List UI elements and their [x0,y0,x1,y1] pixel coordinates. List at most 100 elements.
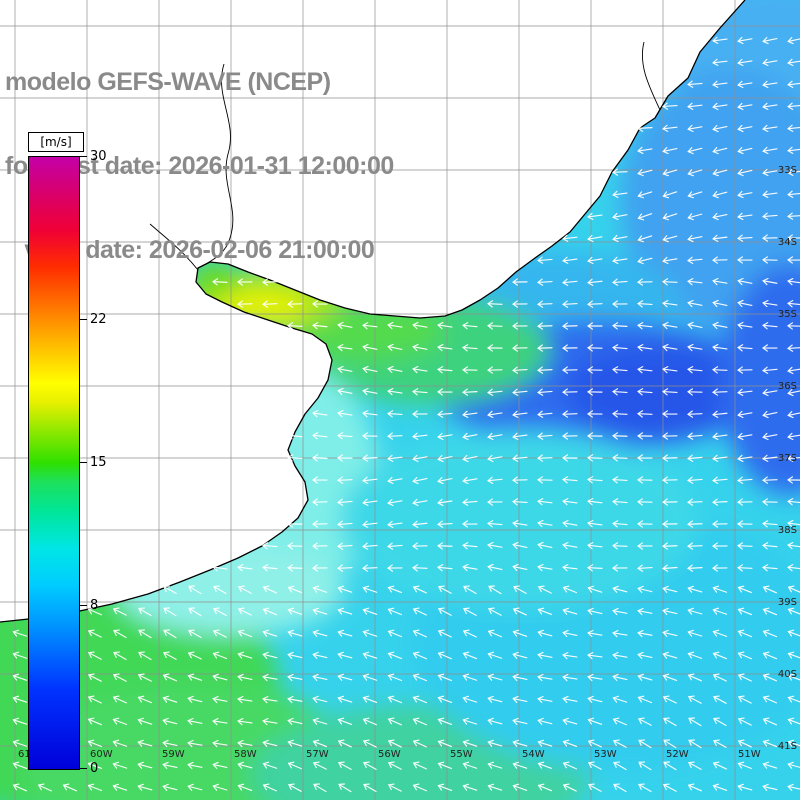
wind-arrow [662,235,678,243]
wind-arrow [412,454,428,463]
wind-arrow [312,454,328,462]
wind-arrow [562,607,578,615]
wind-arrow [737,673,752,682]
wind-arrow [612,410,628,418]
wind-arrow [662,102,678,110]
wind-arrow [113,651,127,661]
wind-arrow [12,651,28,659]
wind-arrow [737,36,753,45]
wind-arrow [412,739,427,748]
wind-arrow [587,432,603,440]
wind-arrow [587,761,602,770]
wind-arrow [687,607,703,615]
wind-arrow [112,695,127,704]
wind-arrow [637,607,653,616]
wind-arrow [87,761,103,770]
wind-arrow [312,717,328,725]
wind-arrow [362,542,378,550]
wind-arrow [387,542,403,550]
wind-arrow [362,365,378,374]
wind-arrow [687,234,703,243]
wind-arrow [162,695,178,703]
wind-arrow [312,651,328,659]
wind-arrow [237,607,252,616]
wind-arrow [587,322,603,330]
river-line [205,63,234,265]
wind-arrow [537,585,552,594]
wind-arrow [712,695,727,704]
wind-arrow [337,454,353,462]
wind-arrow [637,498,653,506]
wind-arrow [737,520,753,528]
wind-arrow [562,388,578,396]
wind-arrow [712,366,728,374]
wind-arrow [12,783,27,792]
wind-arrow [737,146,753,155]
wind-arrow [237,673,253,682]
wind-arrow [387,607,403,616]
wind-arrow [112,607,127,616]
forecast-date: forecast date: 2026-01-31 12:00:00 [5,152,394,180]
wind-arrow [387,695,403,704]
wind-arrow [687,783,702,792]
wind-arrow [137,717,153,725]
wind-arrow [637,520,653,528]
wind-arrow [487,366,503,374]
lon-label: 51W [738,749,761,760]
wind-arrow [537,300,553,308]
wind-arrow [237,717,253,726]
wind-arrow [487,607,502,616]
wind-arrow [462,454,478,463]
wind-arrow [487,629,503,638]
wind-arrow [387,585,403,594]
wind-arrow [87,717,103,726]
wind-arrow [662,213,678,221]
wind-arrow [662,454,678,462]
wind-arrow [487,541,503,550]
wind-arrow [337,585,353,593]
wind-arrow [762,520,778,528]
wind-arrow [387,717,402,726]
wind-arrow [212,629,227,638]
wind-arrow [262,651,278,659]
wind-arrow [537,541,553,550]
wind-arrow [437,673,453,682]
wind-arrow [437,564,453,572]
colorbar-tick-label: 8 [90,597,99,613]
wind-arrow [612,168,628,176]
wind-arrow [237,585,252,594]
wind-arrow [737,629,753,638]
wind-arrow [737,124,753,133]
wind-arrow [212,563,228,572]
wind-arrow [762,146,778,155]
wind-arrow [312,607,328,615]
wind-arrow [87,739,103,748]
wind-arrow [637,585,653,593]
wind-arrow [688,739,702,749]
wind-arrow [262,564,278,572]
wind-arrow [737,498,753,506]
wind-arrow [412,673,428,682]
wind-arrow [487,454,503,463]
wind-arrow [637,651,653,660]
wind-arrow [437,695,453,704]
wind-arrow [462,476,478,485]
wind-arrow [613,783,627,793]
wind-arrow [562,256,578,264]
wind-arrow [787,585,800,594]
wind-arrow [237,739,253,748]
wind-arrow [187,761,203,770]
wind-arrow [537,432,553,440]
wind-arrow [437,739,453,748]
wind-arrow [512,761,528,769]
wind-arrow [737,256,753,264]
wind-arrow [687,564,703,572]
wind-arrow [712,299,728,308]
wind-arrow [737,542,753,550]
wind-arrow [362,343,378,352]
wind-arrow [287,607,303,615]
wind-arrow [287,695,303,704]
wind-arrow [762,410,778,419]
wind-arrow [687,432,703,440]
wind-arrow [462,344,478,352]
